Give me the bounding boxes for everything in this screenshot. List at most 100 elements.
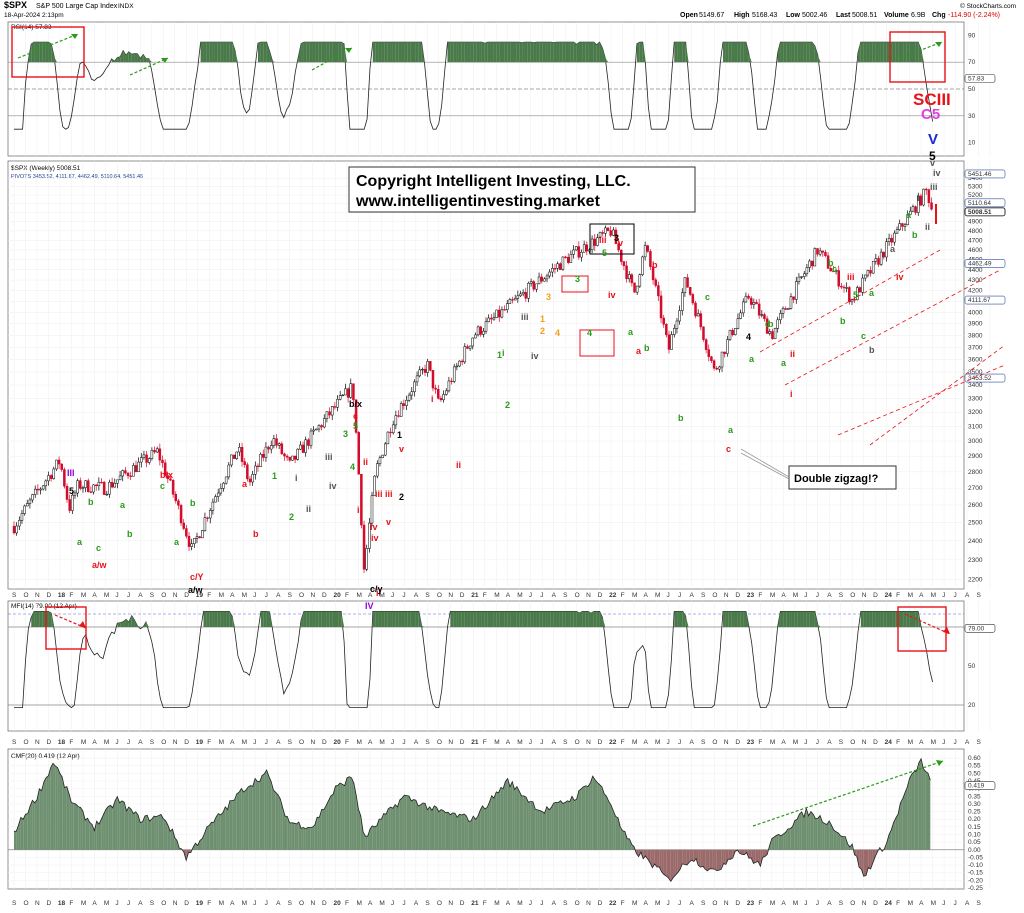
channel-line: [869, 344, 1006, 446]
rsi-overbought-fill: [421, 42, 425, 63]
x-axis-label: D: [873, 739, 878, 746]
cmf-positive-fill: [229, 800, 233, 850]
cmf-positive-fill: [845, 836, 848, 850]
symbol: $SPX: [4, 0, 27, 10]
candle-body: [871, 260, 875, 274]
x-axis-label: O: [299, 900, 304, 907]
mfi-overbought-fill: [504, 611, 508, 627]
x-axis-label: D: [460, 739, 465, 746]
cmf-positive-fill: [886, 834, 889, 850]
x-axis-label: M: [770, 592, 775, 599]
mfi-overbought-fill: [450, 611, 454, 627]
rsi-overbought-fill: [499, 42, 502, 63]
candle-body: [36, 488, 40, 491]
candle-body: [73, 492, 77, 496]
candle-body: [781, 308, 785, 314]
x-axis-label: D: [598, 739, 603, 746]
x-axis-label: D: [46, 592, 51, 599]
candle-body: [113, 483, 117, 488]
cmf-positive-fill: [388, 807, 391, 850]
rsi-overbought-fill: [315, 42, 319, 63]
candle-body: [346, 388, 350, 398]
cmf-tick-label: -0.20: [968, 877, 983, 884]
candle-body: [94, 484, 98, 486]
cmf-positive-fill: [335, 785, 338, 850]
wave-label: c: [726, 444, 731, 454]
candle-body: [105, 493, 109, 496]
rsi-overbought-fill: [568, 42, 571, 63]
candle-body: [763, 314, 766, 319]
x-axis-label: A: [138, 900, 143, 907]
mfi-overbought-fill: [490, 611, 494, 627]
candle-body: [773, 328, 777, 340]
cmf-positive-fill: [328, 795, 331, 850]
mfi-overbought-fill: [568, 611, 571, 627]
x-axis-label: M: [494, 592, 499, 599]
cmf-positive-fill: [608, 801, 612, 850]
cmf-positive-fill: [921, 758, 924, 850]
candle-body: [312, 429, 315, 432]
rsi-overbought-fill: [806, 42, 810, 63]
candle-body: [694, 302, 697, 317]
cmf-positive-fill: [891, 822, 894, 850]
mfi-overbought-fill: [203, 611, 207, 627]
arrow-head: [345, 48, 352, 53]
mfi-overbought-fill: [573, 611, 577, 627]
rsi-overbought-fill: [303, 42, 307, 63]
candle-body: [79, 480, 82, 489]
rsi-overbought-fill: [524, 42, 528, 63]
candle-body: [31, 494, 34, 501]
candle-body: [455, 365, 459, 368]
wave-label: iv: [371, 533, 379, 543]
cmf-positive-fill: [413, 799, 416, 850]
x-axis-label: M: [494, 739, 499, 746]
cmf-positive-fill: [278, 794, 281, 850]
candle-body: [201, 530, 204, 539]
candle-body: [397, 415, 400, 417]
mfi-overbought-fill: [519, 611, 523, 627]
wave-label: 2: [399, 492, 404, 502]
candle-body: [349, 383, 353, 398]
candle-body: [614, 229, 618, 245]
x-axis-label: J: [540, 900, 543, 907]
candle-body: [532, 281, 536, 290]
candle-body: [238, 447, 241, 453]
cmf-positive-fill: [326, 800, 329, 850]
cmf-positive-fill: [422, 803, 426, 850]
cmf-tick-label: 0.50: [968, 770, 981, 777]
x-axis-label: J: [942, 592, 945, 599]
wave-label: a: [728, 425, 734, 435]
candle-body: [108, 482, 111, 495]
candle-body: [673, 328, 676, 335]
candle-body: [535, 283, 538, 290]
x-axis-label: S: [701, 900, 706, 907]
cmf-positive-fill: [294, 823, 297, 850]
candle-body: [262, 453, 265, 458]
candle-body: [511, 299, 514, 301]
candle-body: [227, 464, 231, 478]
candle-body: [752, 302, 756, 305]
x-axis-label: D: [184, 900, 189, 907]
cmf-tick-label: -0.15: [968, 870, 983, 877]
cmf-positive-fill: [498, 787, 501, 850]
mfi-overbought-fill: [570, 611, 574, 627]
cmf-positive-fill: [140, 821, 143, 850]
candle-body: [378, 457, 382, 464]
candle-body: [264, 446, 268, 458]
candle-body: [911, 206, 915, 212]
cmf-positive-fill: [110, 805, 113, 850]
mfi-overbought-fill: [421, 625, 425, 627]
rsi-overbought-fill: [479, 42, 482, 63]
x-axis-label: M: [379, 592, 384, 599]
cmf-positive-fill: [411, 799, 414, 850]
candle-body: [834, 270, 838, 272]
rsi-overbought-fill: [679, 42, 683, 63]
cmf-positive-fill: [797, 814, 800, 850]
candle-body: [895, 229, 899, 234]
candle-body: [734, 328, 737, 335]
x-axis-label: O: [437, 592, 442, 599]
cmf-positive-fill: [20, 817, 24, 850]
mfi-overbought-fill: [869, 611, 873, 627]
